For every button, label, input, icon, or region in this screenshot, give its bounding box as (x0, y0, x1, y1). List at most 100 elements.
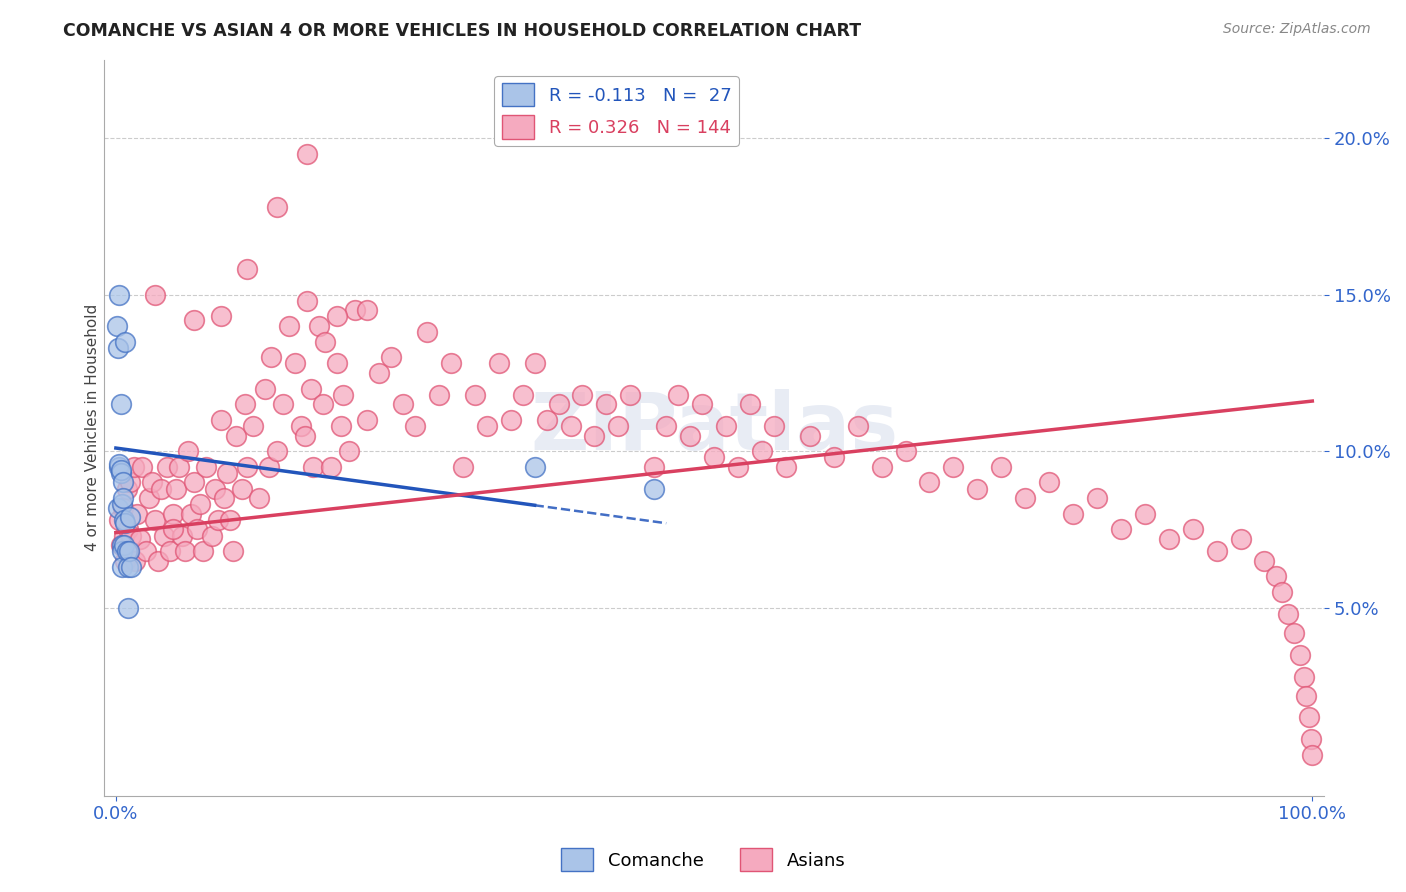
Point (112, 491, 135, 505)
Point (110, 538, 132, 552)
Point (894, 444, 917, 458)
Point (159, 544, 181, 558)
Point (183, 312, 205, 326)
Point (194, 459, 217, 474)
Legend: R = -0.113   N =  27, R = 0.326   N = 144: R = -0.113 N = 27, R = 0.326 N = 144 (495, 76, 738, 146)
Point (108, 459, 131, 474)
Point (209, 413, 232, 427)
Point (297, 146, 319, 161)
Point (107, 500, 129, 515)
Point (117, 560, 139, 574)
Point (1265, 569, 1288, 583)
Point (112, 475, 135, 490)
Point (120, 475, 142, 490)
Point (1295, 689, 1317, 703)
Point (117, 523, 139, 537)
Point (1014, 491, 1036, 505)
Point (278, 318, 301, 333)
Y-axis label: 4 or more Vehicles in Household: 4 or more Vehicles in Household (86, 304, 100, 551)
Point (217, 466, 239, 480)
Point (1271, 585, 1294, 599)
Point (212, 491, 235, 505)
Point (1157, 532, 1180, 546)
Point (162, 507, 184, 521)
Point (451, 459, 474, 474)
Point (143, 513, 166, 527)
Point (150, 482, 173, 496)
Point (257, 459, 280, 474)
Text: COMANCHE VS ASIAN 4 OR MORE VEHICLES IN HOUSEHOLD CORRELATION CHART: COMANCHE VS ASIAN 4 OR MORE VEHICLES IN … (63, 22, 862, 40)
Point (111, 560, 134, 574)
Point (308, 318, 330, 333)
Point (392, 397, 415, 411)
Point (321, 459, 343, 474)
Point (1085, 491, 1108, 505)
Point (356, 413, 378, 427)
Point (1062, 507, 1084, 521)
Point (222, 544, 245, 558)
Point (918, 475, 941, 490)
Point (114, 334, 136, 349)
Point (143, 287, 166, 301)
Point (290, 419, 312, 434)
Point (146, 554, 169, 568)
Point (523, 356, 546, 370)
Point (1133, 507, 1156, 521)
Point (266, 444, 288, 458)
Point (1284, 625, 1306, 640)
Point (1181, 523, 1204, 537)
Point (560, 419, 582, 434)
Text: Source: ZipAtlas.com: Source: ZipAtlas.com (1223, 22, 1371, 37)
Point (141, 475, 163, 490)
Point (326, 310, 349, 324)
Point (112, 529, 135, 543)
Point (302, 459, 325, 474)
Point (193, 544, 215, 558)
Point (128, 532, 150, 546)
Point (751, 444, 773, 458)
Point (112, 500, 135, 515)
Point (186, 523, 208, 537)
Point (118, 544, 141, 558)
Point (242, 419, 264, 434)
Point (655, 419, 678, 434)
Point (107, 341, 129, 355)
Point (183, 475, 205, 490)
Point (174, 544, 197, 558)
Point (368, 366, 391, 380)
Point (1277, 607, 1299, 621)
Point (1289, 648, 1312, 662)
Point (112, 538, 135, 552)
Point (356, 303, 378, 318)
Point (1205, 544, 1227, 558)
Point (823, 450, 845, 465)
Point (536, 413, 558, 427)
Point (703, 450, 725, 465)
Point (114, 554, 136, 568)
Point (131, 459, 153, 474)
Point (236, 262, 259, 277)
Point (120, 510, 142, 524)
Point (108, 457, 131, 471)
Point (799, 428, 821, 442)
Point (169, 459, 191, 474)
Point (344, 303, 367, 318)
Point (294, 428, 316, 442)
Point (329, 419, 352, 434)
Point (312, 397, 335, 411)
Point (122, 459, 145, 474)
Point (127, 507, 149, 521)
Point (870, 459, 893, 474)
Point (942, 459, 965, 474)
Point (162, 523, 184, 537)
Point (266, 200, 288, 214)
Point (111, 498, 134, 512)
Point (225, 428, 247, 442)
Point (156, 459, 179, 474)
Point (727, 459, 749, 474)
Point (1301, 732, 1323, 747)
Point (284, 356, 307, 370)
Point (332, 388, 354, 402)
Point (512, 388, 534, 402)
Point (583, 428, 606, 442)
